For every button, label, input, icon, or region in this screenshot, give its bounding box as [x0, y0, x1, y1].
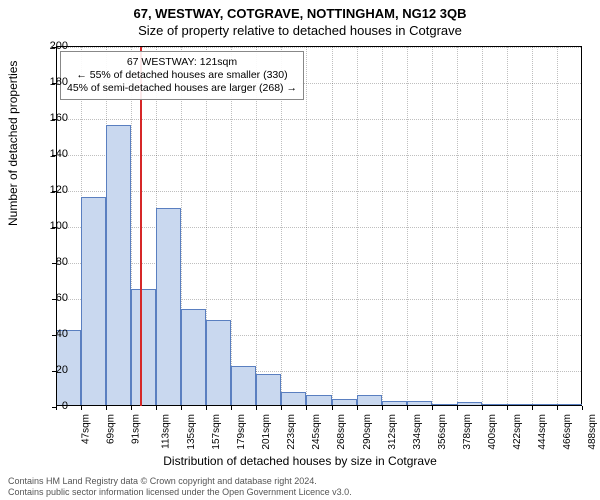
gridline-v	[382, 47, 383, 406]
footer-attribution: Contains HM Land Registry data © Crown c…	[8, 476, 352, 498]
histogram-bar	[206, 320, 231, 406]
histogram-bar	[131, 289, 156, 406]
x-tick-mark	[131, 406, 132, 410]
x-tick-mark	[507, 406, 508, 410]
x-tick-mark	[532, 406, 533, 410]
x-tick-label: 334sqm	[412, 414, 423, 450]
gridline-h	[56, 155, 581, 156]
y-tick-label: 180	[28, 76, 68, 88]
x-tick-label: 444sqm	[537, 414, 548, 450]
y-tick-label: 60	[28, 292, 68, 304]
histogram-bar	[281, 392, 306, 406]
x-tick-label: 245sqm	[312, 414, 323, 450]
x-tick-mark	[206, 406, 207, 410]
y-tick-label: 20	[28, 364, 68, 376]
gridline-v	[256, 47, 257, 406]
footer-line1: Contains HM Land Registry data © Crown c…	[8, 476, 352, 487]
chart-plot-area: 67 WESTWAY: 121sqm← 55% of detached hous…	[56, 46, 582, 406]
x-tick-mark	[306, 406, 307, 410]
gridline-v	[507, 47, 508, 406]
y-tick-label: 40	[28, 328, 68, 340]
histogram-bar	[181, 309, 206, 406]
x-tick-mark	[332, 406, 333, 410]
y-tick-label: 120	[28, 184, 68, 196]
x-axis-line	[56, 405, 582, 406]
x-tick-label: 179sqm	[236, 414, 247, 450]
gridline-v	[457, 47, 458, 406]
x-tick-label: 488sqm	[587, 414, 598, 450]
x-tick-mark	[106, 406, 107, 410]
annotation-line-0: 67 WESTWAY: 121sqm	[67, 56, 297, 69]
x-tick-label: 91sqm	[131, 414, 142, 444]
histogram-bar	[81, 197, 106, 406]
gridline-v	[432, 47, 433, 406]
gridline-v	[407, 47, 408, 406]
x-tick-mark	[357, 406, 358, 410]
x-tick-mark	[256, 406, 257, 410]
y-tick-label: 200	[28, 40, 68, 52]
x-tick-label: 290sqm	[362, 414, 373, 450]
x-tick-label: 47sqm	[81, 414, 92, 444]
x-tick-mark	[382, 406, 383, 410]
x-tick-label: 223sqm	[286, 414, 297, 450]
x-tick-label: 135sqm	[186, 414, 197, 450]
y-tick-label: 140	[28, 148, 68, 160]
x-tick-mark	[457, 406, 458, 410]
reference-line	[140, 47, 142, 406]
x-tick-mark	[181, 406, 182, 410]
annotation-line-1: ← 55% of detached houses are smaller (33…	[67, 69, 297, 82]
annotation-box: 67 WESTWAY: 121sqm← 55% of detached hous…	[60, 51, 304, 100]
y-tick-label: 0	[28, 400, 68, 412]
gridline-v	[557, 47, 558, 406]
gridline-v	[532, 47, 533, 406]
histogram-bar	[106, 125, 131, 406]
x-tick-mark	[482, 406, 483, 410]
x-tick-mark	[407, 406, 408, 410]
x-tick-mark	[156, 406, 157, 410]
gridline-h	[56, 227, 581, 228]
y-tick-label: 160	[28, 112, 68, 124]
x-tick-label: 466sqm	[562, 414, 573, 450]
x-tick-label: 113sqm	[160, 414, 171, 449]
gridline-h	[56, 191, 581, 192]
footer-line2: Contains public sector information licen…	[8, 487, 352, 498]
gridline-h	[56, 119, 581, 120]
x-tick-mark	[231, 406, 232, 410]
x-tick-label: 422sqm	[512, 414, 523, 450]
x-tick-mark	[582, 406, 583, 410]
x-tick-label: 356sqm	[437, 414, 448, 450]
gridline-h	[56, 47, 581, 48]
x-tick-label: 69sqm	[106, 414, 117, 444]
x-tick-label: 312sqm	[387, 414, 398, 450]
gridline-v	[482, 47, 483, 406]
histogram-bar	[256, 374, 281, 406]
histogram-bar	[156, 208, 181, 406]
gridline-v	[231, 47, 232, 406]
x-axis-title: Distribution of detached houses by size …	[0, 454, 600, 468]
x-tick-mark	[81, 406, 82, 410]
chart-title-address: 67, WESTWAY, COTGRAVE, NOTTINGHAM, NG12 …	[0, 0, 600, 21]
gridline-v	[357, 47, 358, 406]
gridline-v	[281, 47, 282, 406]
y-axis-title: Number of detached properties	[6, 61, 20, 226]
y-tick-label: 80	[28, 256, 68, 268]
x-tick-label: 268sqm	[337, 414, 348, 450]
chart-title-desc: Size of property relative to detached ho…	[0, 21, 600, 38]
x-tick-mark	[557, 406, 558, 410]
x-tick-label: 400sqm	[487, 414, 498, 450]
gridline-v	[332, 47, 333, 406]
gridline-v	[306, 47, 307, 406]
x-tick-label: 157sqm	[211, 414, 222, 450]
x-tick-label: 201sqm	[261, 414, 272, 450]
gridline-h	[56, 263, 581, 264]
y-tick-label: 100	[28, 220, 68, 232]
x-tick-label: 378sqm	[462, 414, 473, 450]
x-tick-mark	[432, 406, 433, 410]
x-tick-mark	[281, 406, 282, 410]
annotation-line-2: 45% of semi-detached houses are larger (…	[67, 82, 297, 95]
histogram-bar	[231, 366, 256, 406]
